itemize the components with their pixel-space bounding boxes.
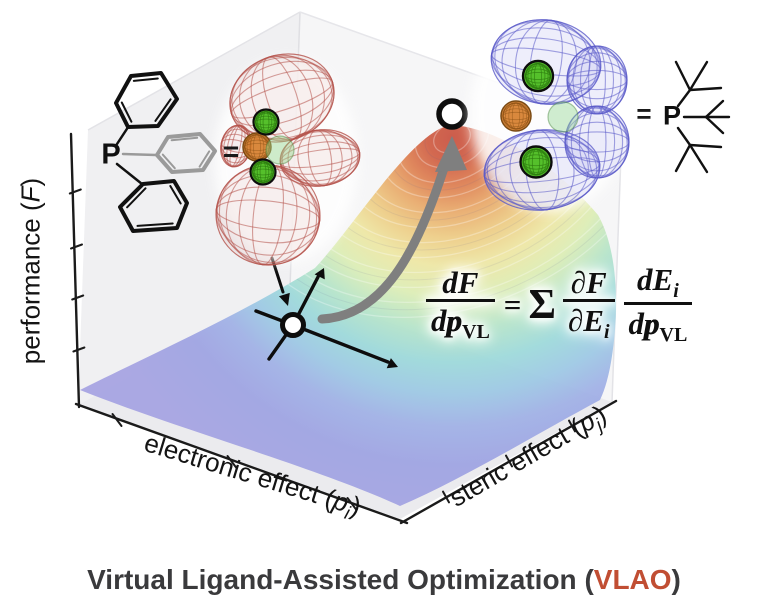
ascent-arrow xyxy=(317,136,467,324)
start-point-marker xyxy=(280,312,306,338)
phenyl-ring-bottom xyxy=(118,179,189,233)
phenyl-ring-top xyxy=(114,71,179,129)
vlao-acronym: VLAO xyxy=(593,564,672,595)
plot-axes xyxy=(68,132,618,525)
summation-sigma: Σ xyxy=(528,281,556,328)
green-sphere-bottom xyxy=(519,145,553,179)
white-glow xyxy=(214,58,358,262)
green-sphere-top xyxy=(521,59,555,93)
right-phosphorus-label: P xyxy=(662,100,682,131)
triphenylphosphine-structure xyxy=(114,71,217,233)
tri-tert-butylphosphine-structure xyxy=(674,60,731,174)
p-c-bond xyxy=(115,126,129,146)
optimum-point-marker xyxy=(436,98,468,130)
figure-caption: Virtual Ligand-Assisted Optimization (VL… xyxy=(87,564,681,595)
z-axis-line xyxy=(69,132,81,409)
partial-fraction: ∂F ∂Ei xyxy=(562,267,615,342)
z-axis-ticks xyxy=(68,188,86,353)
equation-equals: = xyxy=(503,286,522,322)
donor-acceptor-spheres xyxy=(240,108,295,186)
y-axis-ticks xyxy=(442,419,576,504)
p-c-bond xyxy=(115,162,144,186)
p-c-bond xyxy=(121,152,158,157)
faint-green-sphere xyxy=(265,135,295,165)
left-equals-sign: = xyxy=(222,136,240,167)
z-axis-label: performance (F) xyxy=(15,177,46,365)
lhs-fraction: dF dpVL xyxy=(426,267,495,342)
chain-rule-equation: dF dpVL = Σ ∂F ∂Ei dEi dpVL xyxy=(426,264,693,345)
x-axis-ticks xyxy=(111,413,358,511)
phenyl-ring-gray xyxy=(155,132,217,174)
blue-orbital-wireframe xyxy=(460,0,639,231)
rhs-fraction: dEi dpVL xyxy=(623,264,693,345)
donor-acceptor-spheres xyxy=(498,59,579,179)
right-equals-sign: = xyxy=(636,98,652,129)
red-orbital-wireframe xyxy=(192,22,377,288)
orange-p-sphere xyxy=(500,100,532,132)
faint-green-sphere xyxy=(547,101,579,133)
left-phosphorus-label: P xyxy=(101,138,121,171)
